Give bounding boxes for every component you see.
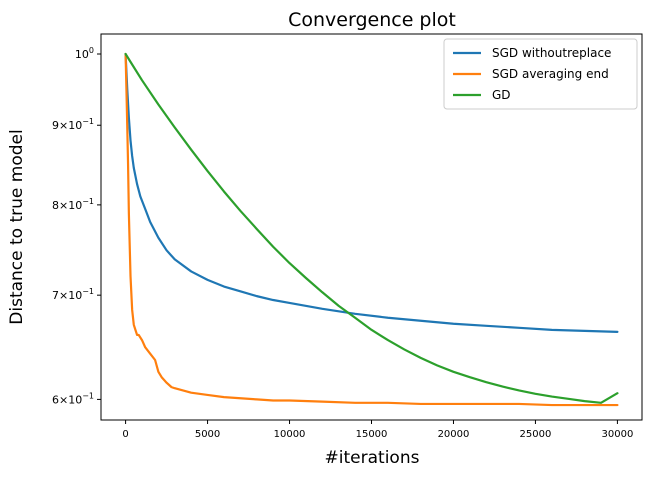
plot-lines-group [124, 52, 619, 407]
legend-label-0: SGD withoutreplace [492, 46, 611, 60]
series-line-1 [124, 52, 619, 407]
x-tick-label: 30000 [602, 429, 634, 440]
x-tick-label: 20000 [438, 429, 470, 440]
x-tick-label: 5000 [195, 429, 220, 440]
y-tick-label: 7×10−1 [52, 287, 94, 302]
x-tick-label: 15000 [356, 429, 388, 440]
x-axis-ticks: 0 5000 10000 15000 20000 25000 30000 [122, 420, 633, 440]
y-axis-ticks: 6×10−1 7×10−1 8×10−1 9×10−1 100 [52, 46, 101, 406]
x-tick-label: 10000 [274, 429, 306, 440]
legend: SGD withoutreplace SGD averaging end GD [443, 38, 638, 110]
y-tick-label: 6×10−1 [52, 391, 94, 406]
legend-label-1: SGD averaging end [492, 67, 609, 81]
x-axis-label: #iterations [325, 448, 420, 468]
legend-label-2: GD [492, 88, 511, 102]
chart-title: Convergence plot [288, 9, 456, 31]
y-tick-label: 9×10−1 [52, 117, 94, 132]
legend-box [443, 38, 638, 110]
x-tick-label: 0 [122, 429, 128, 440]
y-axis-label: Distance to true model [7, 129, 27, 324]
y-tick-label: 8×10−1 [52, 197, 94, 212]
y-tick-label: 100 [75, 46, 94, 61]
series-line-0 [124, 52, 619, 333]
series-line-2 [124, 52, 619, 404]
x-tick-label: 25000 [520, 429, 552, 440]
